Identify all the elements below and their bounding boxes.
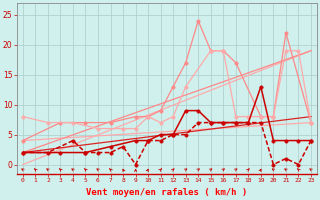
- X-axis label: Vent moyen/en rafales ( km/h ): Vent moyen/en rafales ( km/h ): [86, 188, 248, 197]
